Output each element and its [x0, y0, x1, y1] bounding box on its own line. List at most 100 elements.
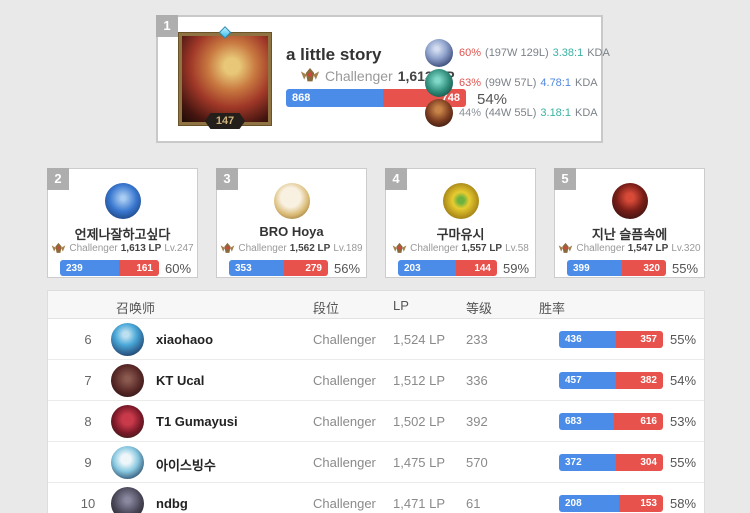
summoner-avatar: [111, 446, 144, 479]
summoner-name[interactable]: KT Ucal: [156, 373, 205, 388]
winloss-bar: 683 616: [559, 413, 663, 430]
table-row[interactable]: 6 xiaohaoo Challenger 1,524 LP 233 436 3…: [48, 319, 704, 360]
rank1-player-card[interactable]: 1 147 a little story Challenger 1,613 LP…: [156, 15, 610, 143]
summoner-name[interactable]: BRO Hoya: [259, 224, 324, 239]
wins-segment: 372: [559, 454, 617, 471]
summoner-name[interactable]: 아이스빙수: [156, 458, 216, 473]
wins-segment: 457: [559, 372, 616, 389]
summoner-name[interactable]: 지난 슬픔속에: [591, 227, 668, 242]
rank4-player-card[interactable]: 4 구마유시 Challenger 1,557 LP Lv.58 203 144…: [385, 168, 536, 278]
row-tier: Challenger: [313, 455, 376, 470]
lp-value: 1,613 LP: [120, 243, 162, 254]
header-lp: LP: [393, 298, 409, 313]
winloss-bar: 372 304: [559, 454, 663, 471]
wins-segment: 436: [559, 331, 617, 348]
row-tier: Challenger: [313, 332, 376, 347]
challenger-crest-icon: [220, 242, 235, 253]
lp-value: 1,557 LP: [461, 243, 503, 254]
row-lp: 1,502 LP: [393, 414, 446, 429]
table-row[interactable]: 8 T1 Gumayusi Challenger 1,502 LP 392 68…: [48, 401, 704, 442]
champion-kda: 3.38:1: [552, 47, 584, 59]
challenger-crest-icon: [392, 242, 407, 253]
lp-value: 1,562 LP: [289, 243, 331, 254]
champion-winrate: 60%: [459, 47, 482, 59]
level-label: Lv.189: [333, 243, 363, 254]
rank-badge: 2: [47, 168, 69, 190]
summoner-name[interactable]: T1 Gumayusi: [156, 414, 238, 429]
row-lp: 1,475 LP: [393, 455, 446, 470]
table-row[interactable]: 9 아이스빙수 Challenger 1,475 LP 570 372 304 …: [48, 442, 704, 483]
row-tier: Challenger: [313, 414, 376, 429]
winloss-bar: 457 382: [559, 372, 663, 389]
champion-stat-row: 60% (197W 129L) 3.38:1 KDA: [425, 39, 614, 67]
rank-badge: 5: [554, 168, 576, 190]
level-label: Lv.320: [671, 243, 701, 254]
row-rank: 10: [80, 496, 96, 511]
lp-value: 1,547 LP: [627, 243, 669, 254]
winrate-percent: 59%: [503, 261, 530, 276]
champion-record: (99W 57L): [485, 77, 537, 89]
summoner-name[interactable]: a little story: [286, 45, 382, 64]
winrate-percent: 53%: [670, 414, 697, 429]
table-row[interactable]: 10 ndbg Challenger 1,471 LP 61 208 153 5…: [48, 483, 704, 513]
kda-label: KDA: [574, 107, 598, 119]
summoner-name[interactable]: xiaohaoo: [156, 332, 214, 347]
row-rank: 8: [84, 414, 92, 429]
champion-record: (197W 129L): [485, 47, 549, 59]
row-lp: 1,512 LP: [393, 373, 446, 388]
row-rank: 7: [84, 373, 92, 388]
row-tier: Challenger: [313, 496, 376, 511]
row-level: 392: [466, 414, 488, 429]
winloss-bar: 239 161: [60, 260, 159, 276]
summoner-avatar: 147: [179, 26, 271, 129]
summoner-avatar: [111, 323, 144, 356]
champion-icon: [425, 69, 453, 97]
rank-badge: 4: [385, 168, 407, 190]
tier-line: Challenger 1,562 LP Lv.189: [217, 242, 366, 255]
wins-segment: 868: [286, 89, 383, 107]
level-label: Lv.247: [164, 243, 194, 254]
rank5-player-card[interactable]: 5 지난 슬픔속에 Challenger 1,547 LP Lv.320 399…: [554, 168, 705, 278]
row-rank: 6: [84, 332, 92, 347]
row-level: 570: [466, 455, 488, 470]
winrate-percent: 54%: [670, 373, 697, 388]
champion-icon: [425, 39, 453, 67]
winrate-percent: 55%: [670, 455, 697, 470]
row-level: 61: [466, 496, 481, 511]
row-tier: Challenger: [313, 373, 376, 388]
losses-segment: 279: [284, 260, 328, 276]
winrate-percent: 55%: [670, 332, 697, 347]
summoner-level-badge: 147: [204, 113, 246, 129]
champion-stat-row: 63% (99W 57L) 4.78:1 KDA: [425, 69, 602, 97]
table-header: 召唤师 段位 LP 等级 胜率: [48, 291, 704, 319]
row-rank: 9: [84, 455, 92, 470]
champion-icon: [425, 99, 453, 127]
summoner-name[interactable]: 언제나잘하고싶다: [74, 227, 171, 242]
winrate-percent: 60%: [165, 261, 192, 276]
rank3-player-card[interactable]: 3 BRO Hoya Challenger 1,562 LP Lv.189 35…: [216, 168, 367, 278]
losses-segment: 144: [455, 260, 497, 276]
table-row[interactable]: 7 KT Ucal Challenger 1,512 LP 336 457 38…: [48, 360, 704, 401]
challenger-crest-icon: [51, 242, 66, 253]
winrate-percent: 54%: [477, 91, 508, 108]
champion-stat-row: 44% (44W 55L) 3.18:1 KDA: [425, 99, 602, 127]
tier-label: Challenger: [410, 243, 459, 254]
summoner-avatar: [104, 183, 141, 219]
kda-label: KDA: [574, 77, 598, 89]
wins-segment: 208: [559, 495, 619, 512]
rank-badge: 1: [156, 15, 178, 37]
tier-label: Challenger: [325, 67, 393, 84]
header-level: 等级: [466, 301, 493, 316]
summoner-avatar: [111, 405, 144, 438]
rank-badge: 3: [216, 168, 238, 190]
summoner-name[interactable]: 구마유시: [436, 227, 485, 242]
champion-winrate: 63%: [459, 77, 482, 89]
level-label: Lv.58: [505, 243, 529, 254]
losses-segment: 382: [615, 372, 663, 389]
losses-segment: 357: [616, 331, 663, 348]
summoner-avatar: [273, 183, 310, 219]
winloss-bar: 353 279: [229, 260, 328, 276]
summoner-name[interactable]: ndbg: [156, 496, 188, 511]
rank2-player-card[interactable]: 2 언제나잘하고싶다 Challenger 1,613 LP Lv.247 23…: [47, 168, 198, 278]
winloss-bar: 399 320: [567, 260, 666, 276]
